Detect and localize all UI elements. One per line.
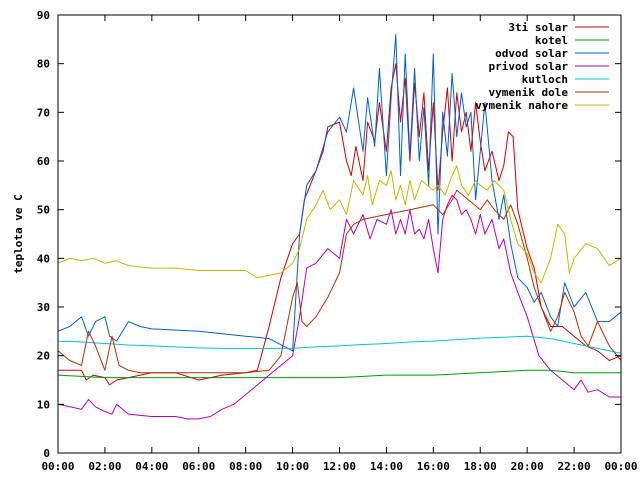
x-tick-label: 10:00	[276, 460, 309, 473]
series-line-odvod-solar	[57, 34, 622, 352]
legend-label-kutloch: kutloch	[522, 73, 568, 86]
legend-label-3ti-solar: 3ti solar	[508, 21, 568, 34]
axis-ticks: 00:00 02:00 04:00 06:00 08:00 10:00 12:00 14:00…	[37, 9, 638, 473]
x-tick-label: 12:00	[323, 460, 356, 473]
series-line-vymenik-nahore	[57, 165, 622, 284]
y-axis-title: teplota ve C	[12, 194, 25, 273]
legend-label-vymenik-dole: vymenik dole	[489, 86, 569, 99]
y-tick-label: 10	[37, 398, 50, 411]
y-tick-label: 80	[37, 58, 50, 71]
y-tick-label: 40	[37, 252, 50, 265]
x-tick-label: 00:00	[41, 460, 74, 473]
series-line-vymenik-dole	[57, 189, 622, 374]
legend-label-vymenik-nahore: vymenik nahore	[475, 99, 568, 112]
series-line-kotel	[57, 369, 621, 379]
legend-label-kotel: kotel	[535, 34, 568, 47]
y-tick-label: 70	[37, 106, 50, 119]
series-line-kutloch	[57, 335, 622, 354]
x-tick-label: 08:00	[229, 460, 262, 473]
y-tick-label: 20	[37, 350, 50, 363]
series-layer	[57, 34, 622, 420]
x-tick-label: 16:00	[417, 460, 450, 473]
y-tick-label: 0	[43, 447, 50, 460]
legend-label-odvod-solar: odvod solar	[495, 47, 568, 60]
x-tick-label: 02:00	[88, 460, 121, 473]
x-tick-label: 20:00	[511, 460, 544, 473]
x-tick-label: 04:00	[135, 460, 168, 473]
x-tick-label: 14:00	[370, 460, 403, 473]
y-tick-label: 90	[37, 9, 50, 22]
x-tick-label: 06:00	[182, 460, 215, 473]
y-tick-label: 60	[37, 155, 50, 168]
y-tick-label: 50	[37, 204, 50, 217]
x-tick-label: 00:00	[604, 460, 637, 473]
legend-label-privod-solar: privod solar	[489, 60, 569, 73]
x-tick-label: 22:00	[558, 460, 591, 473]
x-tick-label: 18:00	[464, 460, 497, 473]
series-line-privod-solar	[57, 194, 621, 420]
y-tick-label: 30	[37, 301, 50, 314]
